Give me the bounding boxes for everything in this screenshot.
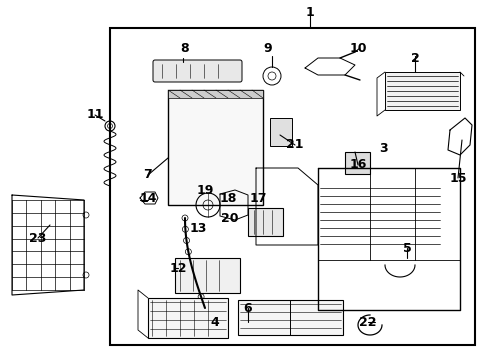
Circle shape (190, 271, 197, 277)
Text: 16: 16 (348, 158, 366, 171)
Bar (269, 118, 291, 146)
Text: 17: 17 (249, 192, 266, 204)
Bar (345, 152, 369, 174)
Text: 15: 15 (448, 171, 466, 184)
Bar (110, 28, 474, 345)
Text: 13: 13 (189, 221, 206, 234)
Text: 18: 18 (219, 192, 236, 204)
Text: 21: 21 (285, 139, 303, 152)
Bar (247, 208, 283, 236)
Text: 10: 10 (348, 41, 366, 54)
FancyBboxPatch shape (153, 60, 242, 82)
Text: 12: 12 (169, 261, 186, 274)
Bar (168, 90, 263, 205)
Text: 23: 23 (29, 231, 46, 244)
Text: 22: 22 (359, 315, 376, 328)
Circle shape (198, 294, 203, 300)
Bar (384, 72, 459, 110)
Circle shape (185, 249, 191, 255)
Circle shape (182, 215, 187, 221)
Circle shape (182, 226, 188, 232)
Text: 20: 20 (221, 211, 238, 225)
Circle shape (183, 238, 189, 243)
Text: 2: 2 (410, 51, 419, 64)
Bar (175, 258, 240, 293)
Text: 8: 8 (181, 41, 189, 54)
Bar (168, 90, 263, 98)
Text: 7: 7 (143, 168, 152, 181)
Text: 4: 4 (210, 315, 219, 328)
Text: 11: 11 (86, 108, 103, 122)
Text: 3: 3 (378, 141, 386, 154)
Bar (148, 298, 227, 338)
Text: 19: 19 (196, 184, 213, 197)
Text: 1: 1 (305, 5, 314, 18)
Text: 5: 5 (402, 242, 410, 255)
Text: 6: 6 (243, 302, 252, 315)
Text: 9: 9 (263, 41, 272, 54)
Text: 14: 14 (139, 192, 157, 204)
Bar (238, 300, 342, 335)
Circle shape (187, 260, 193, 266)
Circle shape (194, 283, 200, 288)
